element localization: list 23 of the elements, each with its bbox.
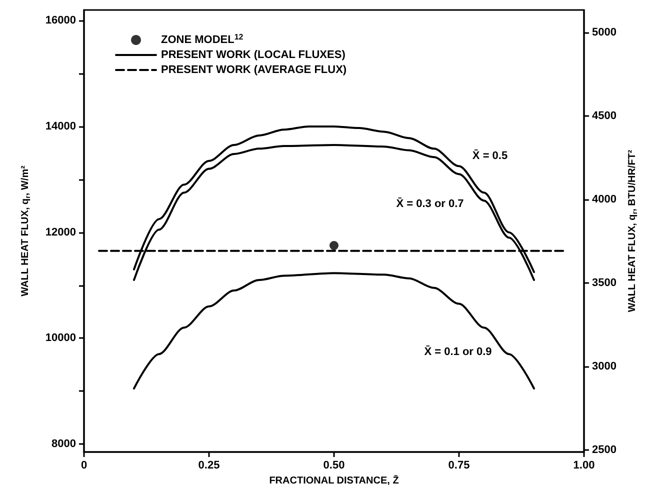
y2-tick-label: 3000 xyxy=(592,360,616,373)
y2-tick-label: 2500 xyxy=(592,444,616,456)
x-axis-title: FRACTIONAL DISTANCE, Z̄ xyxy=(269,474,399,486)
y2-tick-label: 5000 xyxy=(592,26,616,39)
x-tick-label: 0.25 xyxy=(198,460,220,472)
annotation: X̄ = 0.3 or 0.7 xyxy=(396,198,464,210)
y-tick-label: 8000 xyxy=(52,438,76,450)
y2-tick-label: 4000 xyxy=(592,194,616,206)
line-series xyxy=(133,272,535,390)
y-tick-label: 12000 xyxy=(45,226,76,238)
y2-tick-label: 4500 xyxy=(592,110,616,122)
y-tick-label: 10000 xyxy=(45,332,76,344)
x-tick-label: 1.00 xyxy=(573,460,595,472)
x-tick-label: 0.75 xyxy=(448,460,470,472)
annotation: X̄ = 0.5 xyxy=(472,150,508,162)
legend-label: PRESENT WORK (AVERAGE FLUX) xyxy=(161,64,347,76)
y2-tick-label: 3500 xyxy=(592,277,616,290)
y-tick-label: 14000 xyxy=(45,120,76,132)
legend-label: PRESENT WORK (LOCAL FLUXES) xyxy=(161,49,346,61)
y-tick-label: 16000 xyxy=(45,14,76,27)
annotation: X̄ = 0.1 or 0.9 xyxy=(424,346,492,358)
x-tick-label: 0.50 xyxy=(323,460,345,472)
x-tick-label: 0 xyxy=(80,460,88,472)
